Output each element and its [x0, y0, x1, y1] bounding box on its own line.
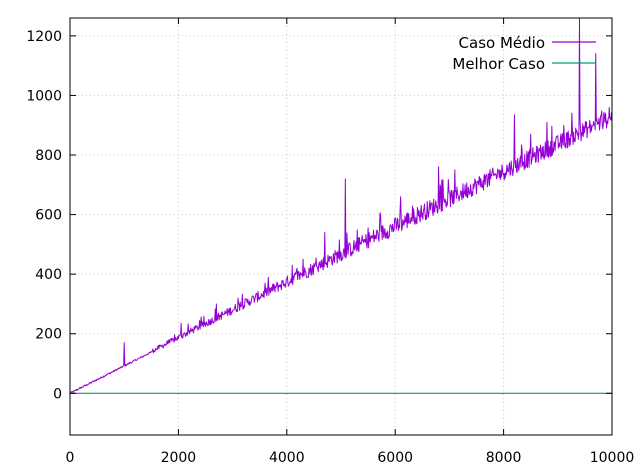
y-tick-label: 400: [35, 267, 62, 283]
legend: Caso Médio Melhor Caso: [452, 34, 596, 73]
plot-frame: [69, 17, 613, 436]
legend-label-melhor-caso: Melhor Caso: [452, 55, 545, 73]
series-line-caso-medio: [69, 17, 613, 394]
series-caso-medio: [69, 17, 613, 394]
y-tick-label: 800: [35, 148, 62, 164]
x-tick-label: 4000: [269, 450, 305, 466]
axis-ticks: 0 2000 4000 6000 8000 10000 0 200 400 600 800 1000 1…: [26, 18, 634, 466]
x-tick-label: 10000: [590, 450, 635, 466]
y-tick-label: 200: [35, 327, 62, 343]
grid: [69, 18, 613, 435]
y-tick-label: 1000: [26, 88, 62, 104]
x-tick-label: 8000: [486, 450, 522, 466]
x-tick-label: 2000: [161, 450, 197, 466]
y-tick-label: 600: [35, 208, 62, 224]
y-tick-label: 0: [53, 386, 62, 402]
y-tick-label: 1200: [26, 29, 62, 45]
x-tick-label: 0: [66, 450, 75, 466]
legend-label-caso-medio: Caso Médio: [459, 34, 545, 52]
x-tick-label: 6000: [377, 450, 413, 466]
